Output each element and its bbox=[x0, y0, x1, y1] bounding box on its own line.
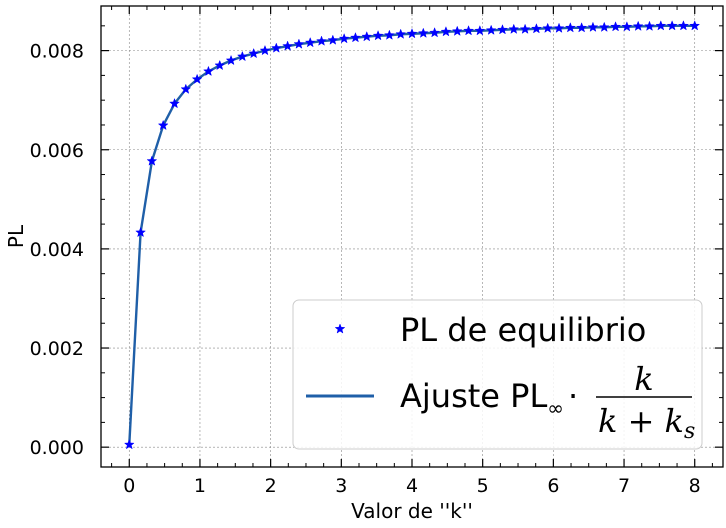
y-tick-label: 0.002 bbox=[30, 338, 84, 360]
x-tick-label: 7 bbox=[618, 475, 630, 497]
y-tick-labels: 0.000 0.002 0.004 0.006 0.008 bbox=[30, 41, 84, 460]
legend-box bbox=[292, 299, 703, 450]
x-tick-labels: 0 1 2 3 4 5 6 7 8 bbox=[123, 475, 701, 497]
legend-label-ajuste: Ajuste PL∞ · bbox=[400, 377, 578, 420]
data-point bbox=[225, 54, 237, 66]
data-point bbox=[169, 97, 180, 109]
plot-frame bbox=[100, 5, 724, 468]
y-tick-label: 0.000 bbox=[30, 437, 84, 459]
data-point bbox=[214, 59, 226, 71]
data-point bbox=[135, 226, 147, 238]
data-point bbox=[689, 20, 701, 31]
data-point bbox=[338, 33, 350, 44]
legend-denominator-subscript: s bbox=[684, 419, 695, 444]
data-point bbox=[485, 24, 497, 35]
x-tick-label: 0 bbox=[123, 475, 135, 497]
data-point bbox=[259, 44, 271, 56]
data-point bbox=[451, 25, 463, 36]
data-point bbox=[304, 36, 316, 48]
data-point bbox=[180, 83, 192, 94]
legend: PL de equilibrio Ajuste PL∞ · k k + ks bbox=[292, 299, 703, 450]
legend-denominator-main: k + k bbox=[598, 402, 684, 440]
legend-ajuste-infinity: ∞ bbox=[547, 396, 564, 420]
data-point bbox=[383, 29, 395, 40]
x-axis-title: Valor de ''k'' bbox=[351, 499, 473, 523]
data-point bbox=[542, 22, 554, 33]
x-tick-label: 5 bbox=[477, 475, 489, 497]
data-point bbox=[508, 23, 520, 34]
data-point bbox=[610, 21, 621, 32]
legend-ajuste-prefix: Ajuste PL bbox=[400, 377, 547, 415]
data-point bbox=[191, 73, 203, 84]
data-point bbox=[270, 42, 282, 53]
major-ticks bbox=[101, 6, 723, 467]
data-point bbox=[564, 22, 576, 33]
data-point bbox=[644, 20, 655, 31]
data-point bbox=[248, 47, 260, 59]
data-point bbox=[598, 21, 610, 32]
y-tick-label: 0.008 bbox=[30, 41, 84, 63]
data-point bbox=[236, 50, 248, 62]
data-point bbox=[282, 40, 294, 51]
data-point bbox=[497, 24, 508, 35]
legend-label-equilibrio: PL de equilibrio bbox=[400, 311, 646, 349]
data-point bbox=[576, 22, 588, 33]
data-point bbox=[666, 20, 678, 31]
x-tick-label: 1 bbox=[194, 475, 206, 497]
data-point bbox=[587, 21, 599, 32]
data-point bbox=[203, 65, 214, 77]
data-point bbox=[677, 20, 689, 31]
data-point bbox=[632, 20, 644, 31]
x-tick-label: 8 bbox=[689, 475, 701, 497]
data-point bbox=[621, 21, 633, 32]
legend-star-icon bbox=[334, 323, 346, 334]
minor-ticks bbox=[101, 6, 723, 467]
data-point bbox=[372, 30, 384, 41]
data-point bbox=[463, 25, 474, 36]
y-axis-title: PL bbox=[4, 224, 28, 248]
data-point bbox=[350, 32, 361, 43]
data-point bbox=[417, 27, 429, 38]
x-tick-label: 2 bbox=[265, 475, 277, 497]
x-tick-label: 3 bbox=[335, 475, 347, 497]
data-point bbox=[293, 38, 305, 49]
data-point bbox=[361, 31, 373, 42]
data-point bbox=[530, 23, 542, 34]
y-tick-label: 0.006 bbox=[30, 140, 84, 162]
legend-ajuste-dot: · bbox=[568, 377, 578, 415]
data-point bbox=[157, 119, 169, 131]
data-point bbox=[440, 26, 452, 37]
data-point bbox=[519, 23, 531, 34]
data-point bbox=[553, 22, 565, 33]
y-tick-label: 0.004 bbox=[30, 239, 84, 261]
legend-marker-sample bbox=[334, 323, 346, 334]
legend-fraction-denominator: k + ks bbox=[598, 402, 695, 444]
x-tick-label: 6 bbox=[547, 475, 559, 497]
data-point bbox=[655, 20, 667, 31]
data-point bbox=[406, 28, 418, 39]
data-point bbox=[316, 35, 327, 46]
x-tick-label: 4 bbox=[406, 475, 418, 497]
data-point bbox=[429, 27, 441, 38]
series-layer bbox=[123, 20, 701, 450]
data-point bbox=[146, 155, 158, 166]
data-point bbox=[123, 438, 135, 450]
data-point bbox=[327, 34, 339, 45]
data-point bbox=[395, 28, 407, 39]
legend-fraction-numerator: k bbox=[634, 360, 653, 398]
data-point bbox=[474, 25, 486, 36]
